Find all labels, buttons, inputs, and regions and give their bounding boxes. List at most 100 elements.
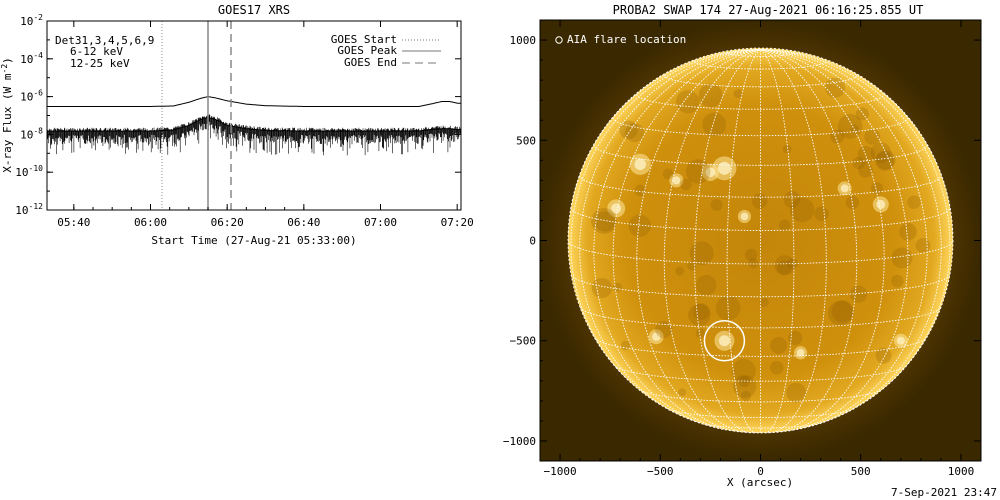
active-region-core: [634, 158, 647, 171]
active-regions: [591, 77, 931, 403]
goes-chart: GOES17 XRS 10-2 10-4 10-6 10-8 10-10 10-12 05…: [0, 3, 474, 247]
disk-mottle: [852, 156, 865, 170]
disk-mottle: [675, 266, 685, 276]
grid-latitude-line: [613, 364, 908, 382]
disk-mottle: [731, 358, 756, 383]
swap-y-tick-label: 500: [516, 134, 536, 147]
swap-y-tick-label: 0: [529, 235, 536, 248]
disk-mottle: [769, 360, 784, 375]
disk-mottle: [828, 300, 854, 326]
swap-x-tick-label: 500: [851, 465, 871, 478]
legend-goes-start: GOES Start: [331, 33, 397, 46]
disk-mottle: [715, 295, 741, 321]
footer-timestamp: 7-Sep-2021 23:47: [891, 486, 997, 499]
series-12-25kev-line: [47, 116, 461, 132]
grid-longitude-line: [760, 49, 951, 398]
goes-y-tick-label: 10-10: [15, 164, 43, 179]
disk-mottle: [825, 77, 846, 98]
grid-longitude-line: [760, 49, 827, 433]
active-region-core: [718, 335, 730, 347]
grid-longitude-line: [636, 49, 761, 433]
aia-flare-legend-label: AIA flare location: [567, 33, 686, 46]
disk-mottle: [628, 214, 651, 237]
swap-image-title: PROBA2 SWAP 174 27-Aug-2021 06:16:25.855…: [613, 3, 924, 17]
disk-mottle: [752, 193, 768, 209]
grid-longitude-line: [760, 49, 885, 433]
disk-mottle: [740, 390, 752, 402]
swap-y-tick-label: 1000: [510, 34, 537, 47]
disk-mottle: [685, 159, 711, 184]
goes-x-tick-label: 07:00: [364, 216, 397, 229]
disk-mottle: [677, 388, 687, 397]
disk-mottle: [591, 208, 618, 234]
goes-x-tick-label: 06:20: [211, 216, 244, 229]
swap-y-axis: −1000 −500 0 500 1000: [503, 34, 981, 448]
aia-flare-location-marker: [703, 319, 746, 362]
grid-longitude-line: [663, 49, 761, 433]
grid-longitude-line: [760, 49, 953, 241]
disk-mottle: [702, 112, 727, 137]
solar-limb-outline: [567, 47, 954, 434]
disk-mottle: [680, 178, 692, 191]
goes-x-tick-label: 07:20: [441, 216, 474, 229]
disk-mottle: [655, 320, 673, 339]
annotation-12-25kev: 12-25 keV: [70, 57, 130, 70]
disk-mottle: [786, 382, 807, 403]
legend-goes-end: GOES End: [344, 56, 397, 69]
goes-legend: GOES Start GOES Peak GOES End: [331, 33, 441, 69]
grid-latitude-line: [579, 175, 942, 198]
disk-mottle: [814, 206, 829, 221]
disk-mottle: [871, 182, 884, 195]
disk-mottle: [594, 211, 616, 232]
active-region-core: [717, 161, 731, 175]
grid-longitude-line: [726, 49, 761, 433]
disk-mottle: [875, 151, 895, 171]
disk-mottle: [845, 195, 860, 210]
disk-mottle: [698, 83, 723, 108]
goes-y-axis: 10-2 10-4 10-6 10-8 10-10 10-12: [15, 13, 461, 217]
goes-x-tick-label: 06:00: [134, 216, 167, 229]
disk-mottle: [782, 144, 792, 154]
disk-mottle: [864, 128, 881, 145]
disk-mottle: [778, 219, 791, 231]
disk-mottle: [612, 282, 622, 292]
goes-chart-title: GOES17 XRS: [218, 3, 290, 17]
active-region-core: [672, 176, 681, 185]
legend-goes-peak: GOES Peak: [337, 44, 397, 57]
active-region-core: [705, 167, 716, 178]
active-region-core: [611, 203, 622, 214]
disk-mottle: [907, 195, 921, 209]
goes-plot-area: [47, 21, 461, 210]
grid-longitude-line: [760, 49, 795, 433]
disk-mottle: [850, 124, 860, 133]
disk-mottle: [870, 142, 892, 163]
grid-longitude-line: [579, 49, 761, 424]
disk-mottle: [625, 123, 645, 143]
swap-x-tick-label: −1000: [543, 465, 576, 478]
annotation-6-12kev: 6-12 keV: [70, 45, 123, 58]
disk-mottle: [855, 107, 869, 121]
goes-y-tick-label: 10-8: [20, 126, 43, 141]
active-region-core: [796, 348, 805, 357]
disk-mottle: [899, 222, 917, 241]
swap-x-tick-label: 1000: [948, 465, 975, 478]
goes-y-axis-label: X-ray Flux (W m-2): [0, 57, 14, 173]
disk-mottle: [733, 89, 743, 99]
disk-mottle: [634, 184, 647, 197]
goes-x-tick-label: 06:40: [287, 216, 320, 229]
swap-x-tick-label: 0: [757, 465, 764, 478]
disk-mottle: [695, 328, 706, 339]
disk-mottle: [770, 336, 788, 355]
goes-y-tick-label: 10-4: [20, 51, 43, 66]
disk-mottle: [748, 258, 759, 269]
goes-x-tick-label: 05:40: [57, 216, 90, 229]
active-region-core: [740, 212, 749, 221]
disk-mottle: [591, 277, 612, 299]
swap-image-area: AIA flare location: [540, 20, 981, 461]
aia-flare-legend-symbol: [555, 36, 563, 44]
noise-series-line: [47, 114, 461, 156]
grid-latitude-line: [593, 144, 928, 166]
grid-longitude-line: [760, 49, 858, 433]
active-region-core: [876, 199, 886, 209]
